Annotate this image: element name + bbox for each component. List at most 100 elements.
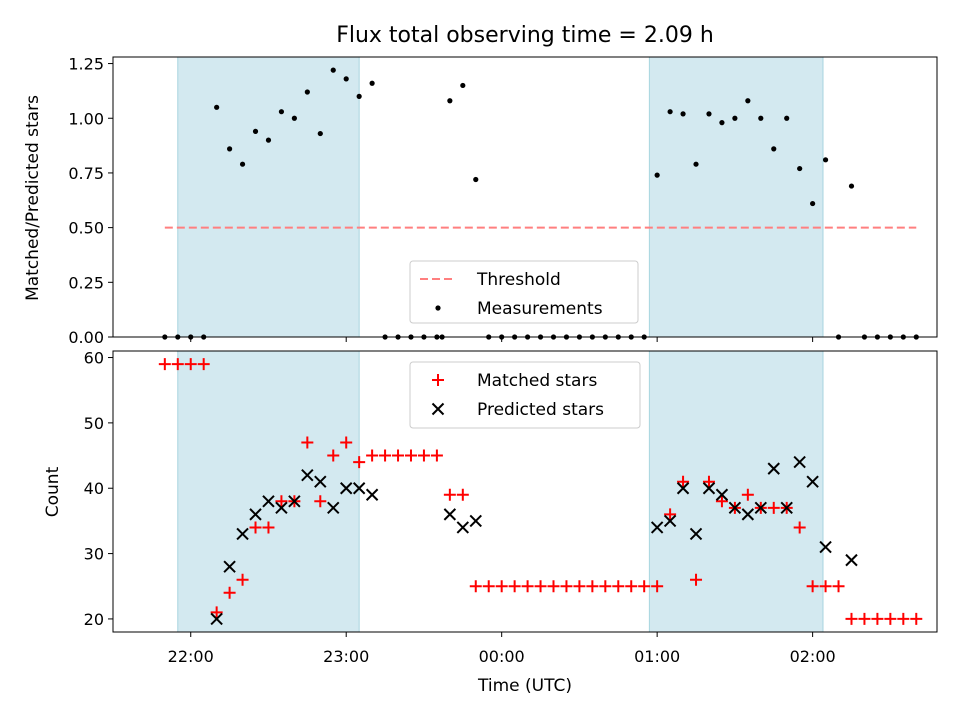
shaded-interval (177, 56, 360, 338)
legend-marker (431, 402, 445, 416)
legend-marker (435, 305, 441, 311)
data-point (443, 508, 457, 521)
data-point (702, 482, 716, 495)
data-point (469, 580, 482, 593)
data-point (599, 580, 612, 593)
data-point (650, 521, 664, 534)
y-tick-label: 40 (84, 479, 104, 498)
data-point (456, 488, 469, 501)
data-point (677, 475, 690, 488)
data-point (784, 115, 790, 121)
data-point (275, 501, 288, 515)
data-point (810, 200, 816, 207)
y-tick-label: 0.00 (68, 328, 104, 347)
top-panel: 0.00 0.25 0.50 0.75 1.00 1.25 Threshold Measure… (68, 55, 938, 347)
series-predicted-stars (210, 455, 858, 626)
data-point (314, 495, 327, 508)
data-point (291, 115, 297, 121)
legend-marker (432, 374, 444, 386)
data-point (693, 161, 699, 167)
chart-title: Flux total observing time = 2.09 h (336, 23, 714, 48)
x-tick-label: 01:00 (634, 647, 680, 666)
data-point (858, 612, 871, 625)
data-point (392, 449, 405, 462)
data-point (197, 358, 210, 371)
data-point (586, 580, 599, 593)
data-point (236, 573, 249, 586)
x-tick-label: 00:00 (479, 647, 525, 666)
data-point (330, 67, 336, 73)
y-tick-label: 0.25 (68, 273, 104, 292)
data-point (667, 109, 673, 115)
data-point (780, 501, 793, 515)
data-point (715, 495, 728, 508)
data-point (845, 612, 858, 625)
data-point (327, 449, 340, 462)
data-point (369, 80, 375, 86)
data-point (560, 580, 573, 593)
data-point (664, 508, 677, 521)
data-point (767, 501, 780, 514)
data-point (547, 580, 560, 593)
data-point (301, 436, 314, 449)
data-point (495, 580, 508, 593)
data-point (793, 521, 806, 534)
y-tick-label: 20 (84, 610, 104, 629)
shaded-interval (648, 350, 824, 633)
data-point (680, 111, 686, 117)
y-tick-label: 1.25 (68, 55, 104, 74)
data-point (356, 93, 362, 99)
data-point (301, 468, 314, 482)
data-point (715, 488, 729, 501)
shaded-interval (177, 350, 360, 633)
data-point (214, 104, 220, 110)
data-point (612, 580, 625, 593)
data-point (706, 111, 712, 117)
data-point (884, 612, 897, 625)
data-point (819, 540, 832, 554)
data-point (184, 358, 197, 371)
data-point (482, 580, 495, 593)
data-point (223, 586, 236, 599)
data-point (832, 580, 845, 593)
data-point (910, 612, 923, 625)
data-point (340, 482, 353, 495)
data-point (573, 580, 586, 593)
data-point (797, 165, 803, 172)
legend-label: Matched stars (477, 371, 597, 391)
data-point (741, 508, 755, 521)
plot-frame (112, 350, 938, 633)
data-point (625, 580, 638, 593)
legend-label: Predicted stars (477, 400, 604, 420)
data-point (654, 172, 660, 178)
data-point (249, 521, 262, 534)
shaded-interval (648, 56, 824, 338)
y-tick-label: 50 (84, 414, 104, 433)
data-point (771, 146, 777, 152)
data-point (278, 109, 285, 115)
data-point (806, 475, 819, 488)
data-point (262, 521, 275, 534)
data-point (845, 553, 858, 567)
top-y-axis-label: Matched/Predicted stars (23, 95, 43, 301)
data-point (897, 612, 910, 625)
data-point (732, 115, 738, 121)
data-point (676, 482, 690, 495)
data-point (521, 580, 534, 593)
data-point (227, 146, 233, 152)
data-point (327, 501, 340, 515)
x-axis-label: Time (UTC) (477, 676, 572, 696)
data-point (288, 495, 301, 508)
data-point (317, 130, 323, 137)
y-tick-label: 0.75 (68, 164, 104, 183)
data-point (651, 580, 664, 593)
data-point (754, 501, 768, 515)
data-point (767, 462, 780, 475)
data-point (365, 488, 379, 501)
bottom-y-axis-label: Count (43, 466, 63, 517)
data-point (430, 449, 443, 462)
data-point (460, 82, 466, 89)
data-point (239, 161, 246, 167)
data-point (379, 449, 392, 462)
data-point (249, 508, 262, 521)
